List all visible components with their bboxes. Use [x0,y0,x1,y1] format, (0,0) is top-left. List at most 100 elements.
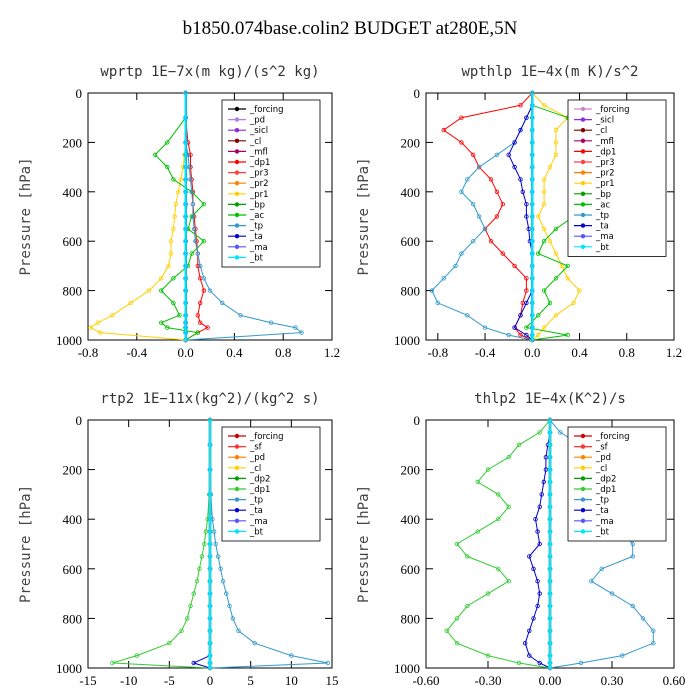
legend-label: _sicl [249,126,268,136]
data-point [207,603,213,609]
data-point [207,616,213,621]
x-tick-label: -0.60 [412,673,439,688]
series-line [531,92,581,341]
legend-label: _tp [595,496,609,506]
data-point [553,152,559,157]
data-point [441,276,446,281]
data-point [523,641,528,646]
legend-item: _dp1 [574,485,616,495]
legend-marker [580,181,586,186]
data-point [547,641,553,646]
data-point [183,276,188,281]
data-point [207,442,213,447]
legend-label: _ac [595,200,610,210]
x-tick-label: 1.2 [666,345,682,360]
data-point [190,201,196,207]
legend-marker [234,529,240,534]
data-point [177,313,182,318]
series-line [192,420,211,669]
x-tick-label: -0.8 [428,345,449,360]
data-point [530,177,535,182]
series-dp1 [444,417,553,671]
legend-marker [580,465,586,470]
data-point [536,251,541,256]
data-point [465,554,470,559]
data-point [506,152,511,157]
data-point [571,300,576,306]
data-point [547,492,553,497]
legend-label: _sf [249,443,263,453]
legend-item: _pd [228,453,265,463]
legend-label: _sicl [595,116,614,126]
legend-marker [580,202,586,207]
data-point [227,603,232,609]
legend-item: _tp [228,222,263,232]
y-tick-label: 200 [401,463,421,478]
legend-marker [580,212,586,218]
legend-label: _ta [595,222,609,232]
data-point [236,628,241,633]
data-point [547,467,553,472]
data-point [496,517,501,522]
legend-label: _pr1 [249,190,269,200]
data-point [165,325,170,330]
data-point [578,660,584,666]
data-point [535,603,540,609]
series-line [524,420,551,669]
data-point [197,263,203,269]
data-point [524,201,529,207]
data-point [220,579,226,584]
legend-marker [580,444,586,449]
data-point [207,641,213,646]
chart-panel-4: thlp2 1E−4x(K^2)/s Pressure [hPa] -0.60 -0.… [356,391,685,688]
legend-box [221,426,321,542]
data-point [459,115,464,120]
data-point [547,455,553,460]
y-tick-label: 400 [401,185,421,200]
series-bt [547,417,553,671]
data-point [158,320,164,325]
legend-item: _ma [228,517,268,527]
data-point [218,566,223,571]
data-point [203,529,209,534]
data-point [547,479,553,485]
data-point [547,541,553,547]
y-tick-label: 200 [63,135,83,150]
legend-marker [580,244,586,249]
data-point [565,263,570,269]
legend-item: _pr1 [228,190,269,200]
legend-marker [234,212,240,218]
data-point [476,164,482,170]
legend-marker [234,455,240,460]
chart-title: thlp2 1E−4x(K^2)/s [474,391,626,407]
plot-frame [425,92,675,341]
data-point [553,226,559,232]
legend-item: _forcing [228,432,284,442]
legend-label: _tp [249,496,263,506]
chart-title: rtp2 1E−11x(kg^2)/(kg^2 s) [100,391,319,407]
data-point [183,238,188,244]
data-point [179,628,184,633]
legend-label: _ma [595,232,614,242]
data-point [547,665,553,671]
data-point [110,313,115,318]
data-point [207,417,213,423]
data-point [553,276,559,281]
legend-item: _tp [228,496,263,506]
series-line [446,419,551,669]
data-point [201,238,207,244]
legend-item: _ac [228,211,264,221]
data-point [524,288,529,293]
data-point [530,337,535,343]
data-point [158,288,164,293]
data-point [207,566,213,571]
data-point [183,337,188,343]
y-tick-label: 600 [401,234,421,249]
data-point [530,189,535,194]
legend-marker [580,234,586,239]
data-point [524,332,529,338]
legend-label: _dp1 [249,158,270,168]
data-point [194,579,200,584]
data-point [527,554,532,559]
data-point [459,251,464,256]
